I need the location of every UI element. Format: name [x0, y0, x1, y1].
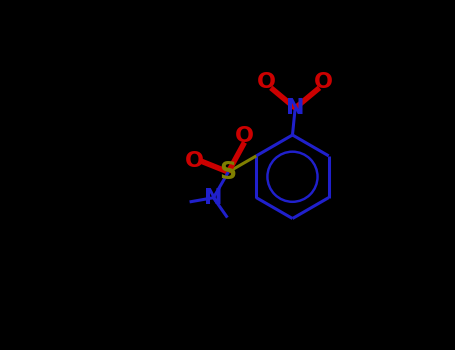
Text: N: N — [286, 98, 304, 118]
Text: N: N — [204, 188, 222, 208]
Text: S: S — [220, 160, 237, 184]
Text: O: O — [185, 151, 204, 171]
Text: O: O — [235, 126, 254, 146]
Text: O: O — [258, 72, 276, 92]
Text: O: O — [314, 72, 333, 92]
